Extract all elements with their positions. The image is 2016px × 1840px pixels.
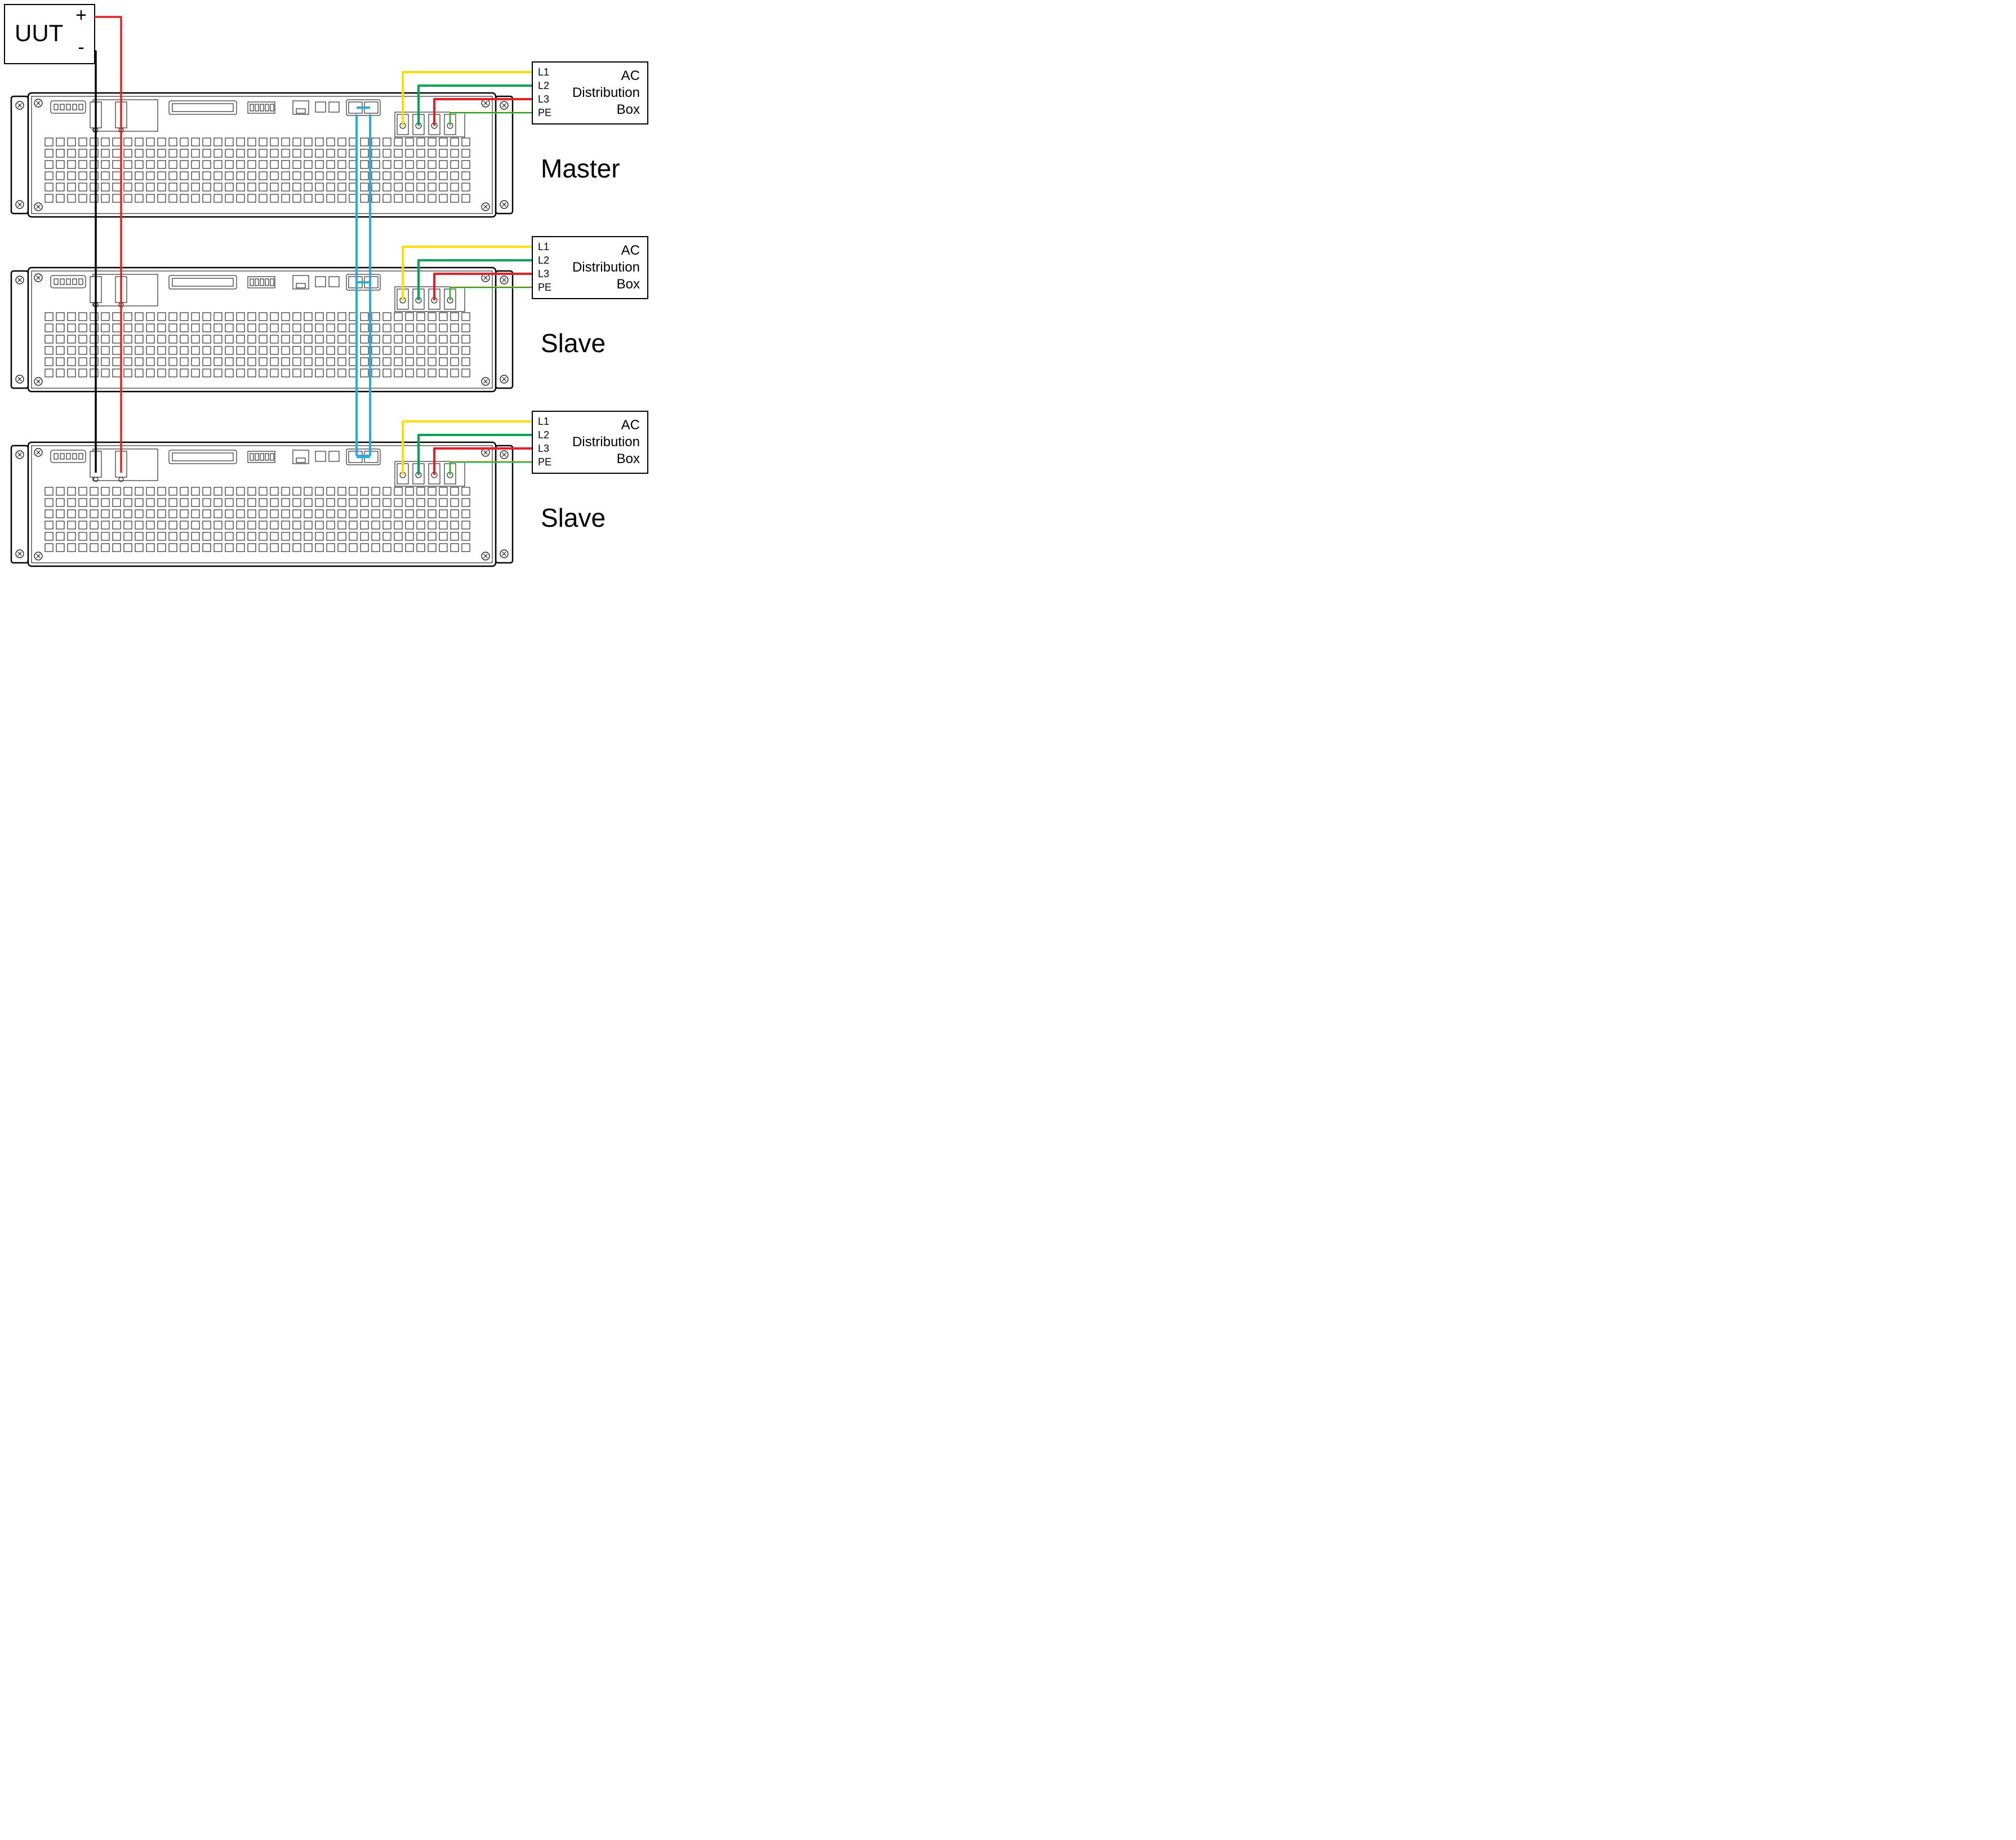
svg-text:L3: L3 [538, 268, 549, 279]
svg-text:L2: L2 [538, 80, 549, 91]
svg-text:L2: L2 [538, 429, 549, 441]
svg-text:+: + [75, 5, 87, 26]
svg-text:Box: Box [617, 277, 640, 292]
unit-role-label: Slave [541, 328, 606, 358]
unit-role-label: Master [541, 154, 620, 183]
svg-text:PE: PE [538, 107, 551, 118]
wire-uut-neg [95, 51, 96, 473]
svg-text:AC: AC [621, 68, 640, 83]
svg-text:Distribution: Distribution [572, 260, 640, 275]
svg-text:AC: AC [621, 417, 640, 433]
svg-text:AC: AC [621, 243, 640, 258]
svg-text:L3: L3 [538, 443, 549, 454]
ac-box-0: L1 L2 L3 PE AC Distribution Box [532, 62, 648, 124]
chassis-0: Master [11, 93, 620, 217]
svg-text:PE: PE [538, 456, 551, 468]
chassis-1: Slave [11, 268, 606, 392]
unit-role-label: Slave [541, 503, 606, 532]
chassis-2: Slave [11, 442, 606, 566]
ac-box-2: L1 L2 L3 PE ACDistributionBox [532, 411, 648, 473]
uut-box: UUT + - [5, 5, 95, 64]
wire-uut-pos [95, 17, 121, 473]
wiring-layer [95, 17, 532, 475]
svg-text:PE: PE [538, 282, 551, 293]
ac-box-1: L1 L2 L3 PE AC Distribution Box [532, 237, 648, 299]
svg-text:L1: L1 [538, 241, 549, 252]
svg-text:L2: L2 [538, 255, 549, 266]
svg-text:Distribution: Distribution [572, 434, 640, 450]
svg-text:Box: Box [617, 102, 640, 117]
svg-text:-: - [78, 37, 84, 58]
svg-text:UUT: UUT [15, 20, 63, 46]
svg-text:Box: Box [617, 451, 640, 466]
svg-text:Distribution: Distribution [572, 85, 640, 100]
svg-text:L1: L1 [538, 416, 549, 427]
svg-text:L3: L3 [538, 94, 549, 105]
wiring-diagram: UUT+-MasterSlaveSlaveL1L2L3PEACDistribut… [0, 0, 665, 608]
svg-text:L1: L1 [538, 66, 549, 78]
